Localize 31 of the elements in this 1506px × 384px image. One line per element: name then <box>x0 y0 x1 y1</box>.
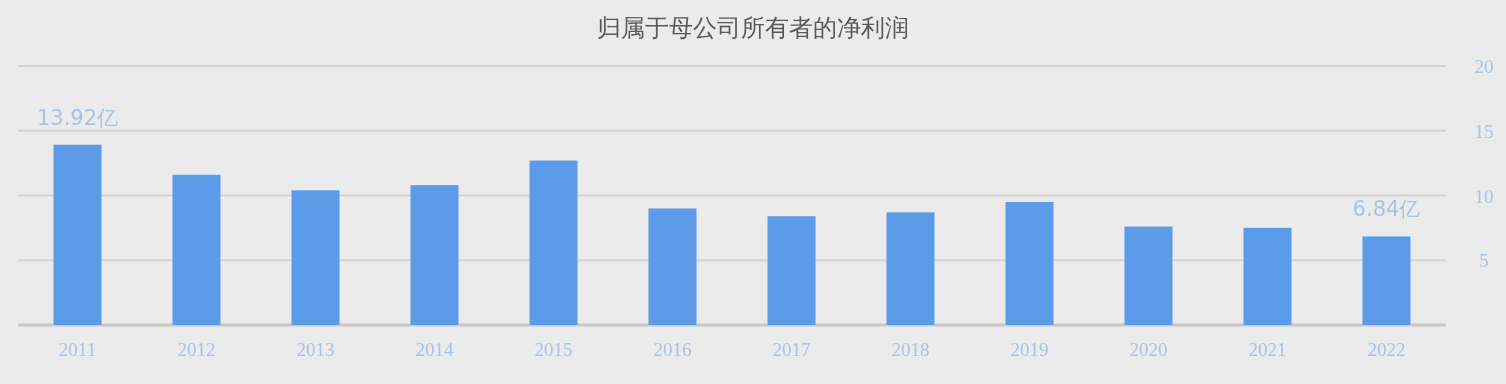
data-label: 13.92亿 <box>36 105 119 130</box>
bar <box>648 208 697 325</box>
bar <box>529 160 578 325</box>
x-tick-label: 2012 <box>177 339 216 360</box>
x-tick-label: 2013 <box>296 339 335 360</box>
x-tick-label: 2015 <box>534 339 573 360</box>
x-tick-label: 2021 <box>1248 339 1287 360</box>
data-label: 6.84亿 <box>1352 197 1421 222</box>
bar <box>1005 201 1054 325</box>
y-tick-label: 20 <box>1474 56 1494 77</box>
y-tick-label: 5 <box>1479 250 1489 272</box>
bar <box>410 185 459 325</box>
bar <box>53 144 102 325</box>
bar <box>172 174 221 325</box>
chart-title: 归属于母公司所有者的净利润 <box>597 14 909 42</box>
bar <box>1124 226 1173 325</box>
bar <box>1243 227 1292 325</box>
x-tick-label: 2014 <box>415 339 454 360</box>
y-tick-label: 15 <box>1474 120 1494 142</box>
x-tick-label: 2019 <box>1010 339 1049 360</box>
y-tick-label: 10 <box>1474 185 1494 207</box>
x-tick-label: 2011 <box>58 339 97 360</box>
x-tick-label: 2022 <box>1367 339 1406 360</box>
bar <box>291 190 340 325</box>
bar <box>886 212 935 325</box>
x-tick-label: 2018 <box>891 339 930 360</box>
x-tick-label: 2020 <box>1129 339 1168 360</box>
x-tick-label: 2016 <box>653 339 692 360</box>
x-tick-label: 2017 <box>772 339 811 360</box>
bar <box>1362 236 1411 325</box>
bar <box>767 216 816 325</box>
